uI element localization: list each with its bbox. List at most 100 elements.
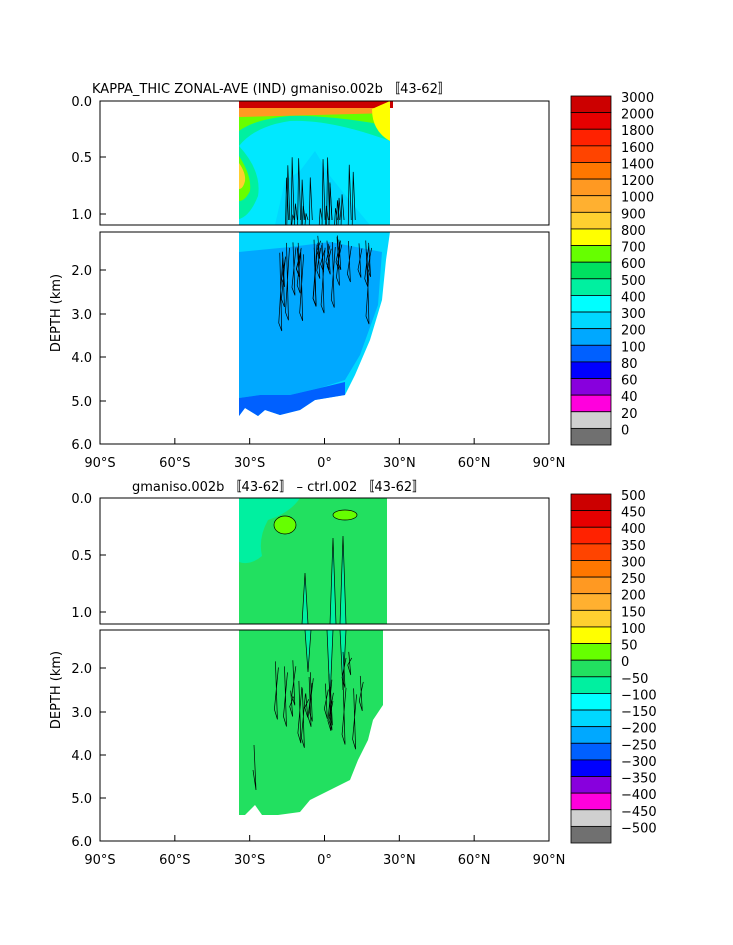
contour-line <box>337 239 343 270</box>
colorbar-swatch <box>570 776 612 794</box>
y-tick-label: 5.0 <box>71 395 92 410</box>
colorbar-swatch <box>570 576 612 595</box>
contour-line <box>328 184 333 226</box>
colorbar-label: −250 <box>621 738 657 753</box>
contour-line <box>308 177 313 226</box>
contour-line <box>357 243 363 278</box>
contour-line <box>341 651 347 688</box>
contour-line <box>335 236 341 271</box>
colorbar-swatch <box>570 560 612 578</box>
contour-line <box>351 171 356 226</box>
colorbar-label: −200 <box>621 722 657 737</box>
contour-line <box>289 690 295 717</box>
contour-line <box>347 241 352 283</box>
y-tick-label: 3.0 <box>71 308 92 323</box>
colorbar-label: 200 <box>621 589 646 604</box>
contour-3000 <box>239 101 393 108</box>
contour-line <box>301 688 306 748</box>
colorbar-swatch <box>570 526 612 545</box>
contour-line <box>252 744 257 791</box>
contour-line <box>323 683 329 719</box>
y-tick-label: 2.0 <box>71 264 92 279</box>
contour-line <box>337 197 342 226</box>
contour-line <box>281 252 286 287</box>
field-shapes <box>239 101 393 416</box>
colorbar-label: 100 <box>621 622 646 637</box>
contour-line <box>297 680 303 744</box>
y-tick-label: 6.0 <box>71 438 92 453</box>
colorbar-swatch <box>570 693 612 711</box>
x-tick-label: 90°S <box>84 456 115 471</box>
x-tick-label: 30°S <box>234 853 265 868</box>
x-tick-label: 30°N <box>383 456 416 471</box>
colorbar-swatch <box>570 195 612 213</box>
contour-line <box>347 164 352 226</box>
contour-300 <box>239 242 382 398</box>
colorbar-label: 100 <box>621 340 646 355</box>
contour-line <box>283 666 288 727</box>
contour-line <box>285 242 290 321</box>
colorbar-label: −300 <box>621 755 657 770</box>
colorbar-label: 400 <box>621 290 646 305</box>
contour-line <box>294 203 298 226</box>
colorbar-swatch <box>570 626 612 644</box>
contour-line <box>327 673 333 731</box>
colorbar-label: 20 <box>621 407 638 422</box>
colorbar-label: −100 <box>621 688 657 703</box>
y-axis-label: DEPTH (km) <box>49 274 64 352</box>
colorbar-label: 1400 <box>621 157 654 172</box>
contour-line <box>307 677 313 727</box>
y-tick-label: 0.0 <box>71 95 92 110</box>
colorbar-swatch <box>570 825 612 844</box>
y-tick-label: 4.0 <box>71 749 92 764</box>
contour-line <box>281 251 286 308</box>
y-tick-label: 4.0 <box>71 351 92 366</box>
colorbar-label: 0 <box>621 655 629 670</box>
colorbar-swatch <box>570 112 612 130</box>
colorbar-label: 1000 <box>621 191 654 206</box>
contour-line <box>291 242 297 296</box>
colorbar-swatch <box>570 427 612 446</box>
colorbar-swatch <box>570 278 612 296</box>
colorbar-swatch <box>570 609 612 628</box>
contour-line <box>304 693 310 718</box>
colorbar-label: 1800 <box>621 124 654 139</box>
colorbar-label: 60 <box>621 374 638 389</box>
colorbar-swatch <box>570 228 612 246</box>
colorbar: 3000200018001600140012001000900800700600… <box>570 91 654 446</box>
colorbar-swatch <box>570 676 612 694</box>
colorbar-swatch <box>570 659 612 678</box>
panel-difference: gmaniso.002b 〚43-62〛 – ctrl.002 〚43-62〛 … <box>49 480 657 868</box>
y-tick-label: 5.0 <box>71 792 92 807</box>
colorbar-swatch <box>570 543 612 561</box>
contour-line <box>304 213 309 226</box>
colorbar-swatch <box>570 493 612 512</box>
colorbar-swatch <box>570 361 612 379</box>
colorbar-label: 700 <box>621 241 646 256</box>
contour-line <box>341 681 347 745</box>
colorbar-label: 50 <box>621 639 638 654</box>
x-tick-label: 90°N <box>533 456 566 471</box>
contour-line <box>286 165 291 226</box>
colorbar-swatch <box>570 95 612 114</box>
colorbar-swatch <box>570 145 612 163</box>
contour-line <box>326 157 330 226</box>
y-tick-label: 1.0 <box>71 606 92 621</box>
colorbar-label: 600 <box>621 257 646 272</box>
colorbar-label: 80 <box>621 357 638 372</box>
colorbar-label: 450 <box>621 506 646 521</box>
contour-line <box>324 205 329 226</box>
contour-line <box>296 248 301 277</box>
panel-kappa-thic: KAPPA_THIC ZONAL-AVE (IND) gmaniso.002b … <box>49 82 654 471</box>
contour-line <box>329 686 334 726</box>
colorbar-swatch <box>570 394 612 413</box>
contour-line <box>325 240 331 270</box>
y-tick-label: 1.0 <box>71 208 92 223</box>
contour-neg50 <box>239 498 300 564</box>
contour-900 <box>372 101 390 141</box>
x-tick-label: 60°S <box>159 456 190 471</box>
contour-line <box>330 242 336 308</box>
colorbar-swatch <box>570 378 612 396</box>
contour-line <box>301 205 306 226</box>
